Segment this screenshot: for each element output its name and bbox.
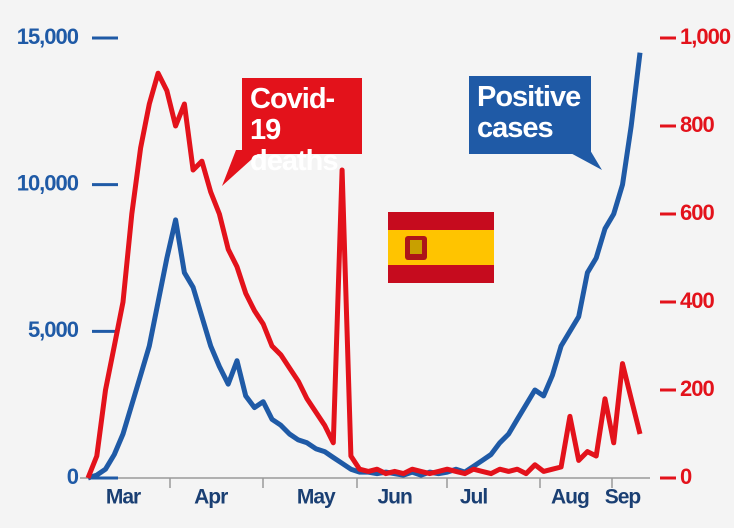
deaths-callout-tail (222, 150, 262, 186)
flag-emblem-inner (410, 240, 422, 254)
spain-flag (388, 212, 494, 283)
x-tick-label: Apr (194, 486, 228, 509)
x-tick-label: Jul (460, 486, 488, 509)
series-line (85, 70, 643, 479)
deaths-callout: Covid-19 deaths (242, 78, 362, 177)
y-tick-label: 5,000 (28, 317, 79, 342)
x-tick-label: Sep (605, 486, 641, 509)
x-tick-label: Aug (551, 486, 589, 509)
x-tick-label: Jun (377, 486, 412, 509)
cases-callout-tail (565, 150, 602, 170)
y2-tick-label: 1,000 (680, 24, 731, 49)
y2-tick-label: 0 (680, 464, 692, 489)
cases-callout: Positive cases (469, 76, 591, 154)
plot: 0 5,000 10,000 15,000 0 200 400 600 800 1,000 Mar A… (17, 24, 732, 509)
y-tick-label: 15,000 (17, 24, 79, 49)
y2-tick-label: 400 (680, 288, 714, 313)
x-tick-label: May (297, 486, 336, 509)
y2-tick-label: 600 (680, 200, 714, 225)
x-tick-label: Mar (106, 486, 141, 509)
y-tick-label: 0 (67, 464, 79, 489)
flag-yellow (388, 230, 494, 265)
y2-tick-label: 800 (680, 112, 714, 137)
y-tick-label: 10,000 (17, 170, 79, 195)
y2-tick-label: 200 (680, 376, 714, 401)
